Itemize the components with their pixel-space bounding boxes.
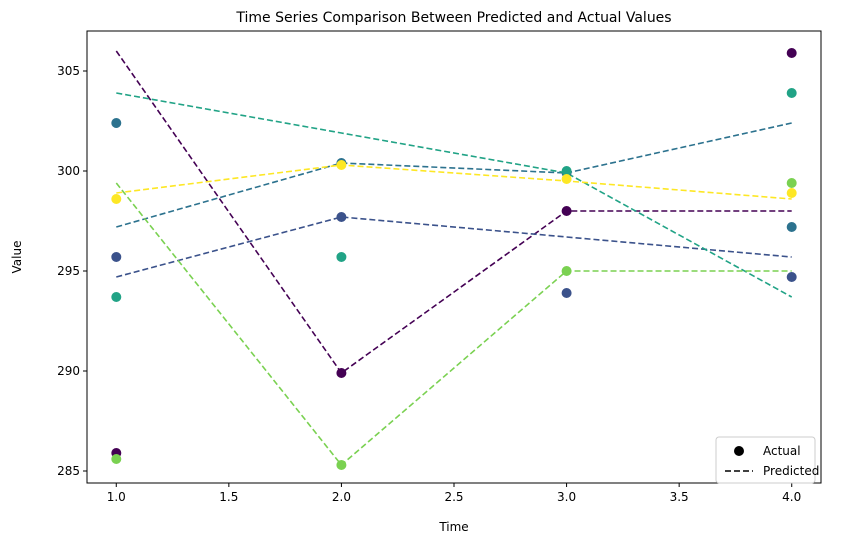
predicted-line-series-2: [116, 216, 792, 278]
predicted-line-series-6: [116, 164, 792, 200]
y-tick-label: 305: [57, 64, 80, 78]
predicted-line-series-1: [115, 50, 792, 375]
actual-point-series-5: [336, 460, 347, 470]
actual-point-series-3: [786, 222, 797, 232]
actual-point-series-6: [111, 194, 122, 204]
actual-point-series-4: [786, 88, 797, 98]
actual-point-series-4: [561, 166, 572, 176]
actual-point-series-1: [561, 206, 572, 216]
legend: Actual Predicted: [715, 436, 819, 484]
actual-point-series-2: [336, 212, 347, 222]
x-tick-label: 4.0: [782, 490, 801, 504]
actual-point-series-5: [786, 178, 797, 188]
y-axis: 285 290 295 300 305: [57, 64, 87, 478]
actual-point-series-2: [786, 272, 797, 282]
legend-predicted-label: Predicted: [763, 464, 819, 478]
actual-point-series-5: [561, 266, 572, 276]
legend-actual-label: Actual: [763, 444, 801, 458]
actual-point-series-6: [336, 160, 347, 170]
x-tick-label: 2.5: [444, 490, 463, 504]
plot-frame: [86, 30, 822, 484]
actual-point-series-2: [561, 288, 572, 298]
actual-point-series-2: [111, 252, 122, 262]
actual-point-series-4: [336, 252, 347, 262]
predicted-line-series-4: [116, 92, 793, 298]
x-axis-label: Time: [438, 520, 468, 534]
x-tick-label: 1.5: [219, 490, 238, 504]
chart-title: Time Series Comparison Between Predicted…: [235, 10, 671, 26]
y-tick-label: 285: [57, 464, 80, 478]
actual-point-series-6: [786, 188, 797, 198]
x-tick-label: 3.5: [670, 490, 689, 504]
x-tick-label: 1.0: [107, 490, 126, 504]
actual-point-series-4: [111, 292, 122, 302]
predicted-line-series-5: [115, 182, 792, 467]
actual-point-series-5: [111, 454, 122, 464]
y-tick-label: 290: [57, 364, 80, 378]
x-tick-label: 3.0: [557, 490, 576, 504]
y-tick-label: 295: [57, 264, 80, 278]
plot-area: [111, 48, 797, 470]
actual-point-series-6: [561, 174, 572, 184]
y-axis-label: Value: [10, 241, 24, 274]
actual-point-series-1: [336, 368, 347, 378]
x-tick-label: 2.0: [332, 490, 351, 504]
actual-point-series-3: [111, 118, 122, 128]
legend-actual-marker: [734, 446, 744, 456]
x-axis: 1.0 1.5 2.0 2.5 3.0 3.5 4.0: [107, 483, 801, 504]
actual-point-series-1: [786, 48, 797, 58]
predicted-line-series-3: [116, 122, 792, 228]
y-tick-label: 300: [57, 164, 80, 178]
